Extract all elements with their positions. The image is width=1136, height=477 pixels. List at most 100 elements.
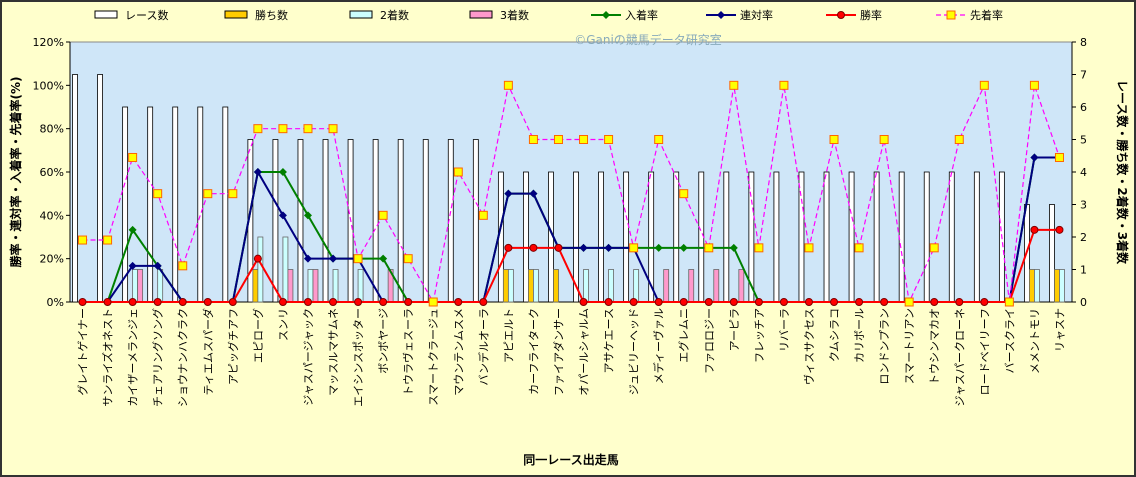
x-tick-label: バースクライ <box>1003 308 1016 373</box>
legend-label: 入着率 <box>625 8 658 22</box>
marker <box>404 298 413 306</box>
bar <box>472 139 479 303</box>
marker <box>329 254 338 263</box>
legend-label: 先着率 <box>970 8 1003 22</box>
bar <box>397 139 404 303</box>
bar <box>633 269 640 303</box>
bar <box>688 269 695 303</box>
legend-item: 3着数 <box>469 8 529 22</box>
bar <box>608 269 614 303</box>
bar <box>1049 204 1055 303</box>
x-tick-label: トウシンマカオ <box>928 308 941 385</box>
marker <box>278 168 287 176</box>
x-tick-label: アーピラ <box>728 308 741 351</box>
marker <box>604 298 613 306</box>
x-tick-label: カーフライターク <box>527 308 540 395</box>
marker <box>303 298 312 306</box>
bar <box>698 171 705 303</box>
bar <box>528 269 534 303</box>
bar <box>663 269 670 303</box>
marker <box>654 243 663 252</box>
x-tick-label: ファイアダンサー <box>551 308 565 396</box>
y2-tick-label: 3 <box>1080 199 1087 212</box>
bar <box>738 269 745 303</box>
x-tick-label: スマートリアン <box>903 308 916 384</box>
marker <box>128 152 138 162</box>
x-tick-label: カイザーメランジェ <box>127 308 140 407</box>
bar <box>973 171 980 303</box>
watermark: ©Ganiの競馬データ研究室 <box>574 32 722 47</box>
bar <box>322 139 329 303</box>
marker <box>78 235 88 245</box>
marker <box>629 243 639 253</box>
marker <box>103 235 113 245</box>
legend-swatch <box>94 10 118 19</box>
x-tick-label: バンデルオーラ <box>476 308 490 386</box>
bar <box>372 139 379 303</box>
bar <box>507 269 514 303</box>
x-tick-label: リャスナ <box>1053 308 1066 352</box>
bar <box>1034 269 1040 303</box>
marker <box>378 210 388 220</box>
bar <box>282 236 289 303</box>
marker <box>253 124 263 134</box>
marker <box>829 135 839 144</box>
bar <box>172 106 179 303</box>
bar <box>873 171 880 303</box>
x-tick-label: ロンドンプラン <box>878 308 891 385</box>
bar <box>713 269 720 303</box>
legend-item: 勝率 <box>826 8 882 22</box>
marker <box>354 298 363 306</box>
marker <box>253 168 262 176</box>
legend-label: レース数 <box>125 9 168 22</box>
bar <box>623 171 630 303</box>
legend-marker <box>717 11 725 19</box>
x-tick-label: サンライズオネスト <box>101 308 115 407</box>
bar <box>773 171 780 303</box>
x-tick-label: クムシラコ <box>828 308 841 362</box>
bar <box>147 106 154 303</box>
x-tick-label: カリボール <box>853 308 866 363</box>
marker <box>1055 225 1064 234</box>
bar <box>257 236 264 303</box>
marker <box>855 298 864 306</box>
bar <box>132 269 139 303</box>
marker <box>930 298 939 306</box>
marker <box>604 135 614 144</box>
bar <box>898 171 905 303</box>
bar <box>583 269 589 303</box>
marker <box>504 189 513 198</box>
x-tick-label: ファロロジー <box>703 308 716 374</box>
marker <box>679 298 688 306</box>
marker <box>153 261 162 270</box>
marker <box>303 211 312 220</box>
marker <box>729 80 739 90</box>
x-tick-label: アピッグチアフ <box>226 308 240 385</box>
y-tick-label: 80% <box>40 123 64 136</box>
marker <box>704 243 714 253</box>
bar <box>1029 269 1035 303</box>
legend-label: 勝率 <box>860 8 882 22</box>
x-tick-label: ジュビリーヘッド <box>628 308 641 395</box>
marker <box>830 298 839 306</box>
x-tick-label: トウラヴェスーラ <box>401 308 415 396</box>
bar <box>948 171 955 303</box>
marker <box>403 254 413 264</box>
y2-tick-label: 6 <box>1080 101 1087 114</box>
bar <box>312 269 319 303</box>
y2-tick-label: 4 <box>1080 166 1087 179</box>
x-tick-label: ジャスパージャック <box>302 308 315 406</box>
marker <box>904 297 914 307</box>
marker <box>779 80 789 90</box>
x-tick-label: メディーヴァル <box>652 308 666 384</box>
marker <box>78 298 87 306</box>
marker <box>528 135 538 144</box>
y2-tick-label: 5 <box>1080 134 1087 147</box>
legend-item: 2着数 <box>349 8 409 22</box>
y2-tick-label: 2 <box>1080 231 1087 244</box>
y2-tick-label: 7 <box>1080 69 1087 82</box>
marker <box>553 135 563 144</box>
x-tick-label: エイシンスポッター <box>352 308 365 407</box>
bar <box>1059 269 1065 303</box>
